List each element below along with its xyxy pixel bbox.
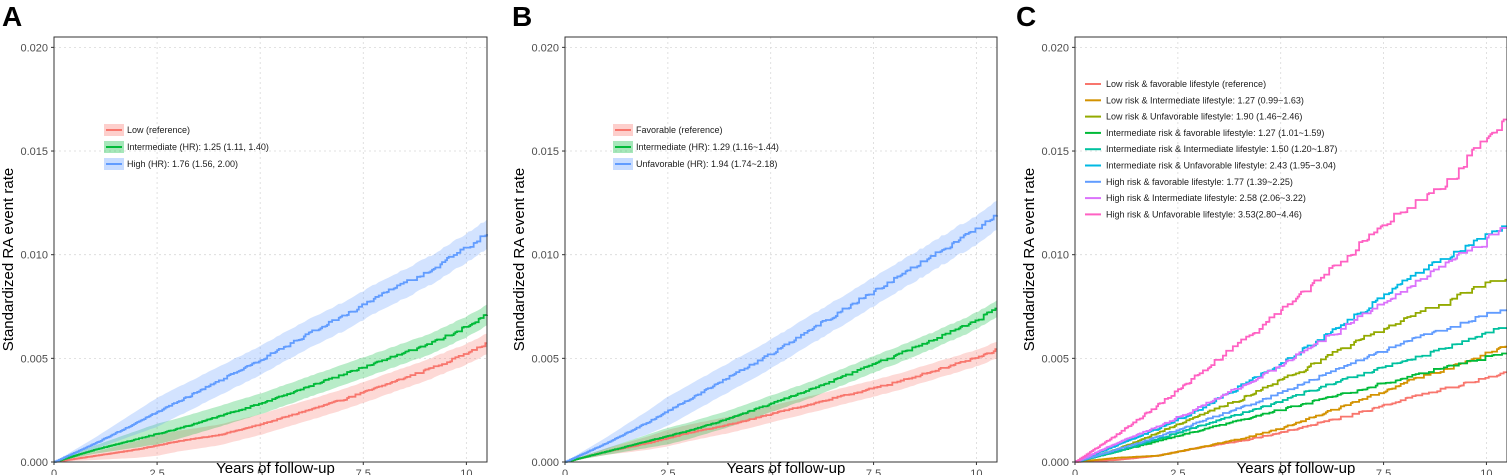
x-tick-label: 2.5 (149, 468, 164, 475)
y-axis-title: Standardized RA event rate (1021, 168, 1038, 351)
x-tick-label: 7.5 (356, 468, 371, 475)
legend-label: Low risk & Intermediate lifestyle: 1.27 … (1106, 95, 1304, 105)
series-line-1 (54, 342, 487, 463)
legend: Low risk & favorable lifestyle (referenc… (1085, 79, 1337, 219)
legend-item-3: Unfavorable (HR): 1.94 (1.74~2.18) (613, 158, 777, 170)
y-tick-label: 0.010 (531, 250, 559, 262)
panel-C: C 0.000 0.005 0.010 0.015 0.020 0 2.5 5 7.5 10 Year… (1016, 1, 1507, 475)
legend-item-1: Favorable (reference) (613, 124, 723, 136)
panel-B: B 0.000 0.005 0.010 0.015 0.020 0 2.5 5 7.5 10 Year… (511, 1, 998, 475)
y-tick-label: 0.005 (20, 353, 48, 365)
ci-band-3 (54, 219, 487, 462)
series-line-5 (1075, 327, 1507, 463)
legend-item-8: High risk & Intermediate lifestyle: 2.58… (1085, 193, 1306, 203)
plot-frame (564, 36, 998, 463)
legend-label: Intermediate risk & favorable lifestyle:… (1106, 128, 1324, 138)
legend-label: High (HR): 1.76 (1.56, 2.00) (127, 159, 238, 169)
legend-label: Unfavorable (HR): 1.94 (1.74~2.18) (636, 159, 777, 169)
series-line-1 (565, 348, 997, 463)
y-axis-title: Standardized RA event rate (511, 168, 528, 351)
legend-item-4: Intermediate risk & favorable lifestyle:… (1085, 128, 1324, 138)
series-line-4 (1075, 352, 1507, 463)
series-line-2 (565, 307, 997, 463)
x-tick-label: 5 (1278, 468, 1284, 475)
x-tick-label: 2.5 (1170, 468, 1185, 475)
x-tick-label: 5 (257, 468, 263, 475)
x-tick-label: 2.5 (660, 468, 675, 475)
ci-band-1 (565, 341, 997, 462)
x-axis-title: Years of follow-up (727, 460, 846, 475)
x-axis-title: Years of follow-up (216, 460, 335, 475)
legend-label: Intermediate (HR): 1.25 (1.11, 1.40) (127, 142, 269, 152)
x-tick-label: 7.5 (866, 468, 881, 475)
y-tick-label: 0.010 (20, 250, 48, 262)
series-line-2 (1075, 345, 1507, 463)
y-tick-label: 0.015 (531, 146, 559, 158)
x-tick-label: 7.5 (1376, 468, 1391, 475)
x-tick-label: 0 (51, 468, 57, 475)
legend-item-6: Intermediate risk & Unfavorable lifestyl… (1085, 161, 1336, 171)
legend-label: Low risk & Unfavorable lifestyle: 1.90 (… (1106, 112, 1302, 122)
y-tick-label: 0.015 (1041, 146, 1069, 158)
legend-item-2: Intermediate (HR): 1.25 (1.11, 1.40) (104, 141, 269, 153)
legend-label: High risk & favorable lifestyle: 1.77 (1… (1106, 177, 1293, 187)
legend-item-3: Low risk & Unfavorable lifestyle: 1.90 (… (1085, 112, 1302, 122)
legend-label: Intermediate (HR): 1.29 (1.16~1.44) (636, 142, 779, 152)
x-tick-label: 10 (970, 468, 982, 475)
legend-label: High risk & Unfavorable lifestyle: 3.53(… (1106, 209, 1302, 219)
series-line-3 (1075, 278, 1507, 463)
series-line-8 (1075, 227, 1507, 463)
y-tick-label: 0.020 (531, 42, 559, 54)
legend-item-1: Low (reference) (104, 124, 190, 136)
legend-label: High risk & Intermediate lifestyle: 2.58… (1106, 193, 1306, 203)
legend-item-5: Intermediate risk & Intermediate lifesty… (1085, 144, 1337, 154)
legend-label: Low risk & favorable lifestyle (referenc… (1106, 79, 1266, 89)
plot-frame (53, 36, 488, 463)
series-line-2 (54, 314, 488, 463)
legend-item-2: Intermediate (HR): 1.29 (1.16~1.44) (613, 141, 779, 153)
x-tick-label: 0 (562, 468, 568, 475)
legend-label: Intermediate risk & Unfavorable lifestyl… (1106, 161, 1336, 171)
legend-label: Low (reference) (127, 125, 190, 135)
y-tick-label: 0.000 (1041, 457, 1069, 469)
y-tick-label: 0.000 (531, 457, 559, 469)
panel-letter: A (2, 1, 22, 32)
ci-band-2 (54, 304, 487, 462)
plot-frame (1074, 36, 1507, 463)
series-line-7 (1075, 309, 1507, 463)
panel-letter: B (512, 1, 532, 32)
legend-item-9: High risk & Unfavorable lifestyle: 3.53(… (1085, 209, 1302, 219)
x-tick-label: 5 (768, 468, 774, 475)
y-tick-label: 0.020 (20, 42, 48, 54)
series-line-1 (1075, 371, 1507, 463)
y-tick-label: 0.015 (20, 146, 48, 158)
legend-label: Favorable (reference) (636, 125, 723, 135)
legend: Favorable (reference) Intermediate (HR): … (613, 124, 779, 170)
x-tick-label: 0 (1072, 468, 1078, 475)
x-tick-label: 10 (460, 468, 472, 475)
series-line-9 (1075, 118, 1507, 463)
series-line-3 (54, 233, 488, 463)
y-tick-label: 0.020 (1041, 42, 1069, 54)
ci-band-3 (565, 200, 997, 462)
y-tick-label: 0.005 (1041, 353, 1069, 365)
y-tick-label: 0.005 (531, 353, 559, 365)
legend-item-7: High risk & favorable lifestyle: 1.77 (1… (1085, 177, 1293, 187)
y-tick-label: 0.010 (1041, 250, 1069, 262)
legend-item-2: Low risk & Intermediate lifestyle: 1.27 … (1085, 95, 1304, 105)
series-line-3 (565, 214, 998, 463)
y-axis-title: Standardized RA event rate (0, 168, 17, 351)
legend: Low (reference) Intermediate (HR): 1.25 (… (104, 124, 269, 170)
y-tick-label: 0.000 (20, 457, 48, 469)
legend-item-3: High (HR): 1.76 (1.56, 2.00) (104, 158, 238, 170)
legend-label: Intermediate risk & Intermediate lifesty… (1106, 144, 1337, 154)
x-tick-label: 10 (1480, 468, 1492, 475)
x-axis-title: Years of follow-up (1237, 460, 1356, 475)
series-line-6 (1075, 225, 1507, 463)
panel-A: A 0.000 0.005 0.010 0.015 0.020 0 2.5 5 7.5 10 Year… (0, 1, 488, 475)
panel-letter: C (1016, 1, 1036, 32)
legend-item-1: Low risk & favorable lifestyle (referenc… (1085, 79, 1266, 89)
